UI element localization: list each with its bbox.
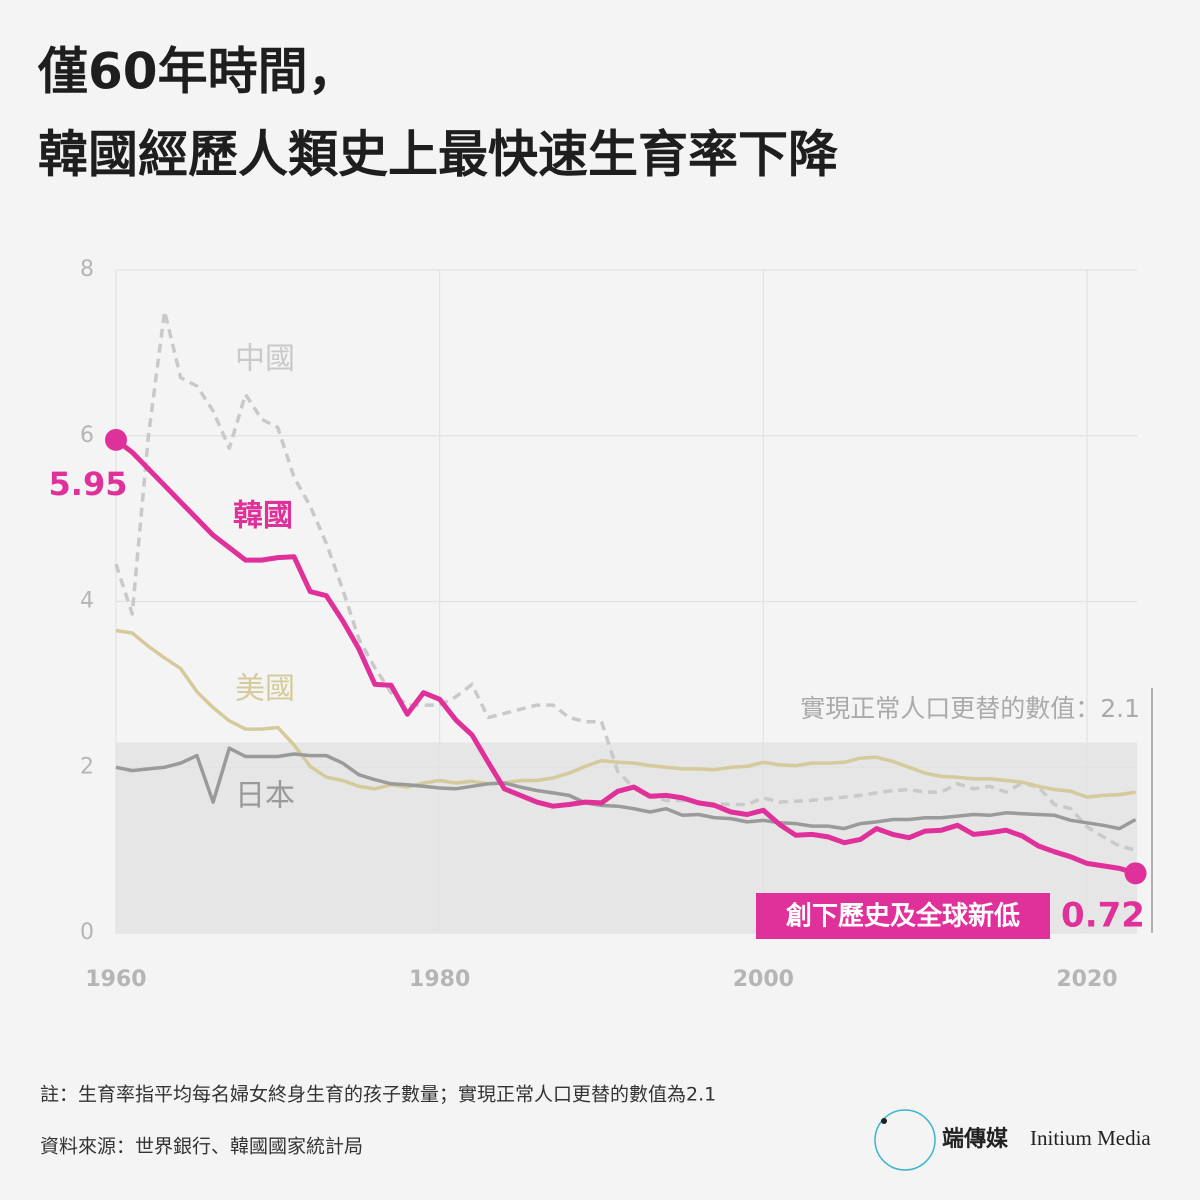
x-tick-label: 1960 bbox=[85, 967, 146, 992]
x-tick-label: 2000 bbox=[733, 967, 794, 992]
annotation-box bbox=[756, 893, 1050, 939]
note: 註：生育率指平均每名婦女終身生育的孩子數量；實現正常人口更替的數值為2.1 bbox=[40, 1084, 716, 1106]
series-label: 中國 bbox=[235, 342, 295, 377]
series-line bbox=[114, 437, 1137, 876]
title-line: 韓國經歷人類史上最快速生育率下降 bbox=[38, 126, 838, 184]
endpoint bbox=[105, 428, 127, 451]
y-tick-label: 0 bbox=[80, 920, 94, 945]
series-line bbox=[114, 309, 1137, 852]
brand: Initium Media bbox=[1030, 1126, 1151, 1150]
series-line bbox=[115, 746, 1137, 831]
series-label: 韓國 bbox=[233, 499, 293, 534]
y-tick-label: 8 bbox=[80, 257, 94, 282]
y-tick-label: 6 bbox=[80, 423, 94, 448]
source: 資料來源：世界銀行、韓國國家統計局 bbox=[40, 1136, 363, 1158]
endpoint bbox=[1124, 862, 1147, 885]
annotation: 實現正常人口更替的數值：2.1 bbox=[800, 694, 1140, 723]
series-label: 美國 bbox=[235, 672, 295, 707]
value-label: 0.72 bbox=[1061, 896, 1145, 936]
y-tick-label: 2 bbox=[80, 754, 94, 779]
series-label: 日本 bbox=[235, 779, 295, 814]
series-line bbox=[115, 628, 1136, 799]
y-tick-label: 4 bbox=[80, 589, 94, 614]
x-tick-label: 2020 bbox=[1056, 967, 1117, 992]
title-line: 僅60年時間， bbox=[37, 43, 358, 101]
annotation: 創下歷史及全球新低 bbox=[786, 901, 1020, 932]
logo bbox=[874, 1109, 936, 1171]
brand: 端傳媒 bbox=[942, 1126, 1009, 1152]
logo-dot bbox=[881, 1118, 887, 1124]
value-label: 5.95 bbox=[49, 465, 128, 503]
x-tick-label: 1980 bbox=[409, 967, 470, 992]
